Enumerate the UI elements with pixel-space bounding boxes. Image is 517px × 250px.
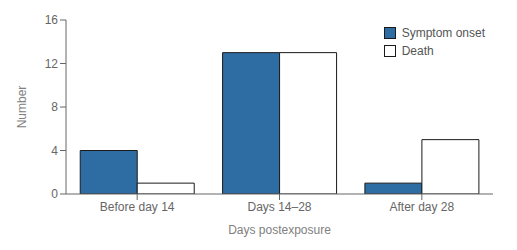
svg-text:12: 12	[45, 57, 59, 71]
svg-text:0: 0	[51, 187, 58, 201]
svg-text:Before day 14: Before day 14	[100, 200, 175, 214]
html-text:Symptom onset: Symptom onset	[401, 26, 485, 40]
svg-text:Days postexposure: Days postexposure	[228, 223, 331, 237]
svg-text:Days 14–28: Days 14–28	[247, 200, 311, 214]
svg-text:After day 28: After day 28	[389, 200, 454, 214]
html-text:Death: Death	[401, 44, 434, 58]
svg-text:Number: Number	[15, 86, 29, 129]
svg-text:4: 4	[51, 144, 58, 158]
svg-text:16: 16	[45, 13, 59, 27]
svg-text:8: 8	[51, 100, 58, 114]
